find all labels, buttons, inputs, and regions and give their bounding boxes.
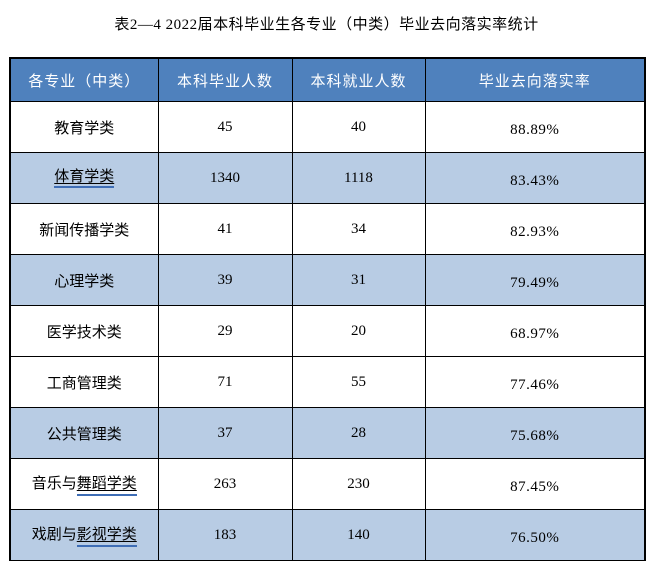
employed-cell: 1118 (291, 152, 426, 204)
table-row: 工商管理类 71 55 77.46% (9, 356, 646, 408)
graduates-cell: 29 (157, 305, 293, 357)
rate-cell: 87.45% (424, 458, 646, 510)
graduates-cell: 37 (157, 407, 293, 459)
employed-cell: 34 (291, 203, 426, 255)
major-hyperlink[interactable]: 体育学类 (54, 168, 115, 189)
graduation-rate-table: 各专业（中类） 本科毕业人数 本科就业人数 毕业去向落实率 教育学类 45 40… (9, 57, 646, 561)
rate-cell: 76.50% (424, 509, 646, 561)
major-text: 戏剧与 (31, 527, 77, 544)
employed-cell: 20 (291, 305, 426, 357)
employed-cell: 230 (291, 458, 426, 510)
table-row: 公共管理类 37 28 75.68% (9, 407, 646, 459)
column-header-graduates: 本科毕业人数 (157, 57, 293, 102)
major-text: 新闻传播学类 (39, 222, 130, 239)
table-header-row: 各专业（中类） 本科毕业人数 本科就业人数 毕业去向落实率 (9, 57, 646, 102)
column-header-rate: 毕业去向落实率 (424, 57, 646, 102)
major-cell: 教育学类 (9, 101, 159, 153)
major-text: 工商管理类 (46, 375, 122, 392)
graduates-cell: 41 (157, 203, 293, 255)
major-text: 音乐与 (31, 476, 77, 493)
table-title: 表2—4 2022届本科毕业生各专业（中类）毕业去向落实率统计 (114, 17, 539, 33)
major-text: 教育学类 (54, 120, 115, 137)
employed-cell: 40 (291, 101, 426, 153)
employed-cell: 31 (291, 254, 426, 306)
table-row: 音乐与舞蹈学类 263 230 87.45% (9, 458, 646, 510)
major-cell: 戏剧与影视学类 (9, 509, 159, 561)
employed-cell: 28 (291, 407, 426, 459)
major-hyperlink[interactable]: 影视学类 (76, 526, 137, 547)
rate-cell: 68.97% (424, 305, 646, 357)
table-body: 教育学类 45 40 88.89% 体育学类 1340 1118 83.43% … (9, 101, 646, 561)
major-text: 医学技术类 (46, 324, 122, 341)
major-cell: 公共管理类 (9, 407, 159, 459)
major-text: 公共管理类 (46, 426, 122, 443)
graduates-cell: 183 (157, 509, 293, 561)
table-row: 戏剧与影视学类 183 140 76.50% (9, 509, 646, 561)
rate-cell: 83.43% (424, 152, 646, 204)
major-text: 心理学类 (54, 273, 115, 290)
major-cell: 心理学类 (9, 254, 159, 306)
rate-cell: 88.89% (424, 101, 646, 153)
column-header-employed: 本科就业人数 (291, 57, 426, 102)
table-row: 新闻传播学类 41 34 82.93% (9, 203, 646, 255)
major-hyperlink[interactable]: 舞蹈学类 (76, 475, 137, 496)
major-cell: 体育学类 (9, 152, 159, 204)
major-cell: 新闻传播学类 (9, 203, 159, 255)
graduates-cell: 263 (157, 458, 293, 510)
major-cell: 音乐与舞蹈学类 (9, 458, 159, 510)
table-row: 体育学类 1340 1118 83.43% (9, 152, 646, 204)
graduates-cell: 1340 (157, 152, 293, 204)
employed-cell: 55 (291, 356, 426, 408)
rate-cell: 82.93% (424, 203, 646, 255)
column-header-major: 各专业（中类） (9, 57, 159, 102)
employed-cell: 140 (291, 509, 426, 561)
table-row: 教育学类 45 40 88.89% (9, 101, 646, 153)
major-cell: 医学技术类 (9, 305, 159, 357)
graduates-cell: 45 (157, 101, 293, 153)
major-cell: 工商管理类 (9, 356, 159, 408)
table-row: 心理学类 39 31 79.49% (9, 254, 646, 306)
rate-cell: 75.68% (424, 407, 646, 459)
rate-cell: 77.46% (424, 356, 646, 408)
graduates-cell: 71 (157, 356, 293, 408)
graduates-cell: 39 (157, 254, 293, 306)
rate-cell: 79.49% (424, 254, 646, 306)
table-row: 医学技术类 29 20 68.97% (9, 305, 646, 357)
